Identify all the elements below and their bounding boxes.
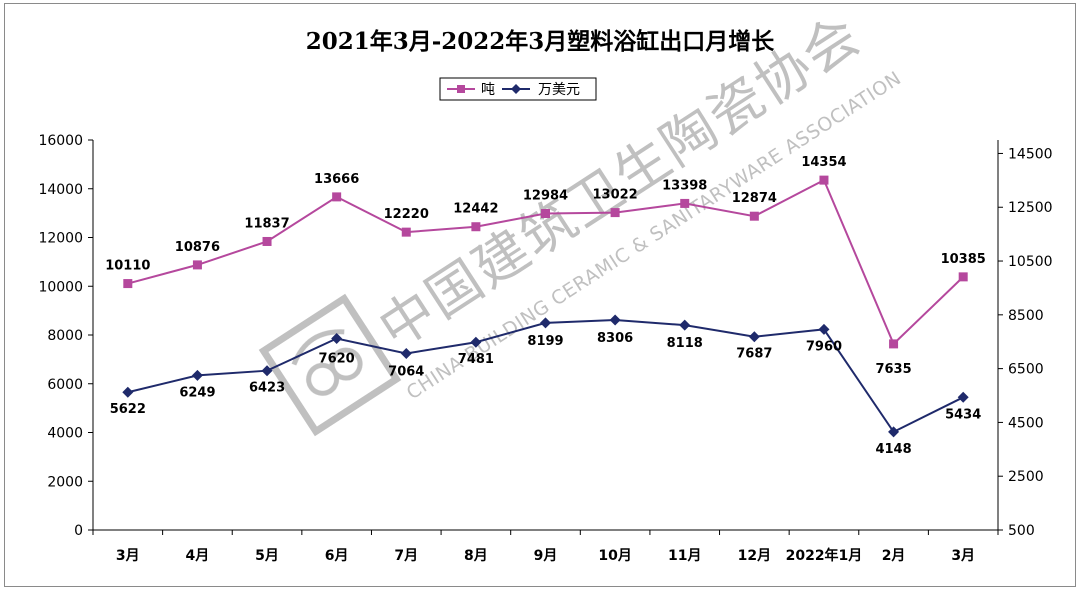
data-label-tons: 10876 — [175, 240, 220, 255]
data-point-tons — [471, 222, 481, 232]
data-label-usd: 4148 — [875, 442, 911, 457]
data-label-tons: 11837 — [244, 216, 289, 231]
y-right-ticks: 500 2500 4500 6500 8500 10500 12500 14500 — [998, 146, 1053, 539]
x-tick-label: 2月 — [882, 548, 906, 564]
x-tick-label: 6月 — [325, 548, 349, 564]
data-point-tons — [819, 175, 829, 185]
y-left-tick-label: 8000 — [47, 328, 83, 344]
y-right-tick-label: 6500 — [1008, 362, 1044, 378]
legend: 吨 万美元 — [439, 77, 597, 101]
data-labels: 10110 10876 11837 13666 12220 12442 12984 13022… — [105, 155, 986, 457]
watermark: 中国建筑卫生陶瓷协会 CHINA BUILDING CERAMIC & SANI… — [258, 3, 905, 437]
data-label-usd: 8199 — [527, 334, 563, 349]
data-point-usd — [679, 319, 691, 331]
x-tick-label: 11月 — [668, 548, 701, 564]
data-label-tons: 13398 — [662, 178, 707, 193]
data-point-tons — [332, 192, 342, 202]
data-point-usd — [400, 347, 412, 359]
y-left-tick-label: 4000 — [47, 426, 83, 442]
y-left-tick-label: 10000 — [38, 279, 83, 295]
data-point-usd — [191, 369, 203, 381]
data-point-tons — [680, 198, 690, 208]
data-point-tons — [192, 260, 202, 270]
y-right-tick-label: 14500 — [1008, 146, 1053, 162]
y-right-tick-label: 12500 — [1008, 200, 1053, 216]
data-label-tons: 10110 — [105, 259, 150, 274]
data-point-tons — [401, 227, 411, 237]
data-label-usd: 7687 — [736, 347, 772, 362]
data-label-tons: 14354 — [801, 155, 846, 170]
data-label-tons: 7635 — [875, 362, 911, 377]
legend-label-tons: 吨 — [481, 82, 495, 98]
legend-marker-tons — [457, 85, 465, 93]
data-point-usd — [122, 386, 134, 398]
x-tick-label: 3月 — [116, 548, 140, 564]
x-tick-label: 9月 — [534, 548, 558, 564]
y-right-tick-label: 8500 — [1008, 308, 1044, 324]
legend-label-usd: 万美元 — [538, 82, 580, 98]
data-point-usd — [470, 336, 482, 348]
x-tick-label: 7月 — [394, 548, 418, 564]
x-tick-label: 12月 — [738, 548, 771, 564]
data-label-tons: 13666 — [314, 172, 359, 187]
data-label-usd: 7064 — [388, 364, 424, 379]
x-tick-label: 4月 — [186, 548, 210, 564]
y-left-tick-label: 2000 — [47, 474, 83, 490]
series-markers — [122, 175, 969, 438]
y-left-tick-label: 14000 — [38, 182, 83, 198]
data-point-tons — [958, 272, 968, 282]
data-point-usd — [957, 391, 969, 403]
x-tick-label: 2022年1月 — [786, 547, 863, 564]
data-point-usd — [261, 365, 273, 377]
x-tick-label: 8月 — [464, 548, 488, 564]
data-label-tons: 13022 — [592, 188, 637, 203]
x-tick-label: 3月 — [951, 548, 975, 564]
data-label-usd: 5434 — [945, 407, 981, 422]
data-point-tons — [610, 208, 620, 218]
y-left-tick-label: 6000 — [47, 377, 83, 393]
y-left-tick-label: 16000 — [38, 133, 83, 149]
x-ticks: 3月 4月 5月 6月 7月 8月 9月 10月 11月 12月 2022年1月 2月 3月 — [92, 530, 999, 564]
x-tick-label: 10月 — [598, 548, 631, 564]
data-label-usd: 8118 — [667, 336, 703, 351]
data-point-usd — [540, 317, 551, 329]
data-point-usd — [331, 332, 343, 344]
data-point-tons — [262, 236, 272, 246]
data-label-usd: 5622 — [110, 402, 146, 417]
data-label-usd: 6249 — [179, 385, 215, 400]
chart-title: 2021年3月-2022年3月塑料浴缸出口月增长 — [305, 28, 775, 55]
y-right-tick-label: 500 — [1008, 523, 1035, 539]
y-right-tick-label: 4500 — [1008, 415, 1044, 431]
x-tick-label: 5月 — [255, 548, 279, 564]
data-point-tons — [123, 279, 133, 289]
data-point-usd — [888, 426, 900, 438]
data-point-tons — [889, 339, 899, 349]
data-label-usd: 6423 — [249, 381, 285, 396]
y-right-tick-label: 10500 — [1008, 254, 1053, 270]
data-label-usd: 7620 — [319, 351, 355, 366]
data-point-tons — [749, 211, 759, 221]
y-left-tick-label: 0 — [74, 523, 83, 539]
y-right-tick-label: 2500 — [1008, 469, 1044, 485]
watermark-logo — [258, 293, 402, 437]
data-point-usd — [748, 331, 760, 343]
data-label-tons: 10385 — [941, 252, 986, 267]
data-label-tons: 12442 — [453, 202, 498, 217]
data-label-usd: 8306 — [597, 331, 633, 346]
data-label-usd: 7960 — [806, 339, 842, 354]
data-point-usd — [609, 314, 621, 326]
data-point-usd — [818, 323, 830, 335]
data-label-tons: 12220 — [384, 207, 429, 222]
y-left-ticks: 0 2000 4000 6000 8000 10000 12000 14000 16000 — [38, 133, 93, 539]
data-label-usd: 7481 — [458, 352, 494, 367]
data-point-tons — [541, 209, 550, 219]
data-label-tons: 12874 — [732, 191, 777, 206]
data-label-tons: 12984 — [523, 189, 568, 204]
legend-marker-usd — [511, 84, 521, 94]
y-left-tick-label: 12000 — [38, 231, 83, 247]
watermark-cn: 中国建筑卫生陶瓷协会 — [368, 3, 872, 361]
